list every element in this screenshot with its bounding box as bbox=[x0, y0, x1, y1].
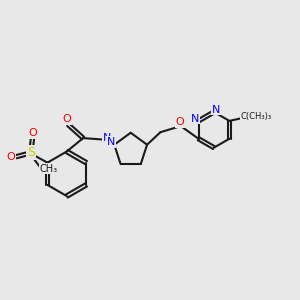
Text: O: O bbox=[62, 114, 71, 124]
Text: O: O bbox=[176, 117, 184, 128]
Text: N: N bbox=[191, 113, 199, 124]
Text: O: O bbox=[7, 152, 15, 162]
Text: C(CH₃)₃: C(CH₃)₃ bbox=[241, 112, 272, 121]
Text: O: O bbox=[28, 128, 37, 138]
Text: N: N bbox=[212, 105, 220, 115]
Text: N: N bbox=[103, 133, 111, 143]
Text: N: N bbox=[107, 137, 116, 147]
Text: S: S bbox=[27, 146, 35, 159]
Text: CH₃: CH₃ bbox=[39, 164, 57, 174]
